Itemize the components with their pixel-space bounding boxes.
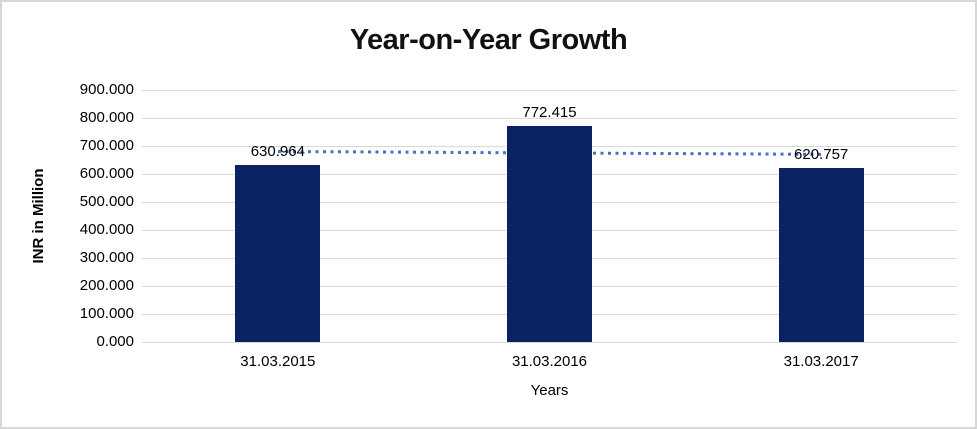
y-tick-label: 800.000 bbox=[79, 109, 134, 126]
x-tick-label: 31.03.2015 bbox=[240, 353, 316, 370]
bar-1 bbox=[235, 165, 321, 342]
x-tick-label: 31.03.2016 bbox=[511, 353, 588, 370]
gridline bbox=[142, 342, 957, 343]
y-tick-label: 700.000 bbox=[79, 137, 134, 154]
bar-value-label: 772.415 bbox=[522, 103, 577, 121]
bar-3 bbox=[778, 168, 864, 342]
gridline bbox=[142, 90, 957, 91]
y-tick-label: 900.000 bbox=[79, 81, 134, 98]
bar-2 bbox=[507, 125, 592, 342]
bar-value-label: 630.964 bbox=[250, 143, 305, 161]
y-tick-label: 0.000 bbox=[96, 333, 134, 350]
x-tick-label: 31.03.2017 bbox=[783, 353, 859, 370]
y-tick-label: 200.000 bbox=[79, 277, 134, 294]
y-tick-label: 100.000 bbox=[79, 305, 134, 322]
x-axis-title: Years bbox=[530, 382, 569, 399]
bar-value-label: 620.757 bbox=[794, 146, 849, 164]
y-axis-title: INR in Million bbox=[30, 168, 47, 264]
y-tick-label: 300.000 bbox=[79, 249, 134, 266]
y-tick-label: 400.000 bbox=[79, 221, 134, 238]
y-tick-label: 600.000 bbox=[79, 165, 134, 182]
gridline bbox=[142, 118, 957, 119]
y-tick-label: 500.000 bbox=[79, 193, 134, 210]
chart-title: Year-on-Year Growth bbox=[349, 24, 628, 56]
